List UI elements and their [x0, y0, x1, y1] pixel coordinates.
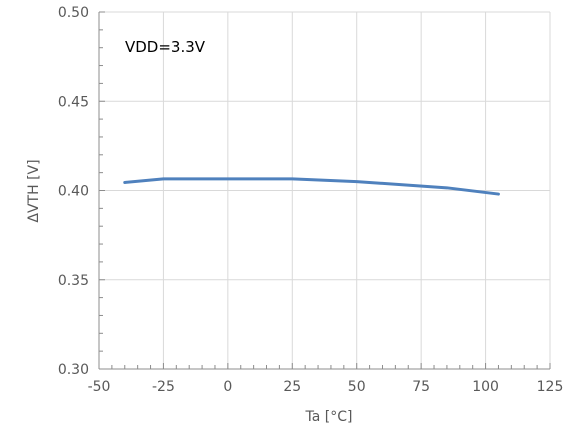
- series-layer: [123, 177, 500, 196]
- chart-axes: [98, 11, 551, 370]
- series-line: [123, 177, 500, 196]
- y-tick-label: 0.50: [58, 5, 89, 21]
- x-tick-label: 75: [412, 379, 430, 395]
- x-tick-label: -25: [152, 379, 175, 395]
- x-axis-title: Ta [°C]: [305, 409, 353, 425]
- y-tick-label: 0.35: [58, 273, 89, 289]
- x-tick-label: 125: [537, 379, 564, 395]
- tick-labels: -50 -25 0 25 50 75 100 125 0.30 0.35 0.40 0.45 0.50: [58, 5, 564, 395]
- grid-lines: [99, 11, 551, 369]
- x-tick-label: -50: [88, 379, 111, 395]
- x-tick-label: 50: [348, 379, 366, 395]
- y-tick-label: 0.40: [58, 184, 89, 200]
- x-tick-label: 25: [283, 379, 301, 395]
- y-tick-label: 0.30: [58, 362, 89, 378]
- y-axis-title: ΔVTH [V]: [26, 159, 42, 222]
- y-tick-label: 0.45: [58, 94, 89, 110]
- x-tick-label: 0: [223, 379, 232, 395]
- x-tick-label: 100: [472, 379, 499, 395]
- vdd-annotation: VDD=3.3V: [125, 38, 206, 56]
